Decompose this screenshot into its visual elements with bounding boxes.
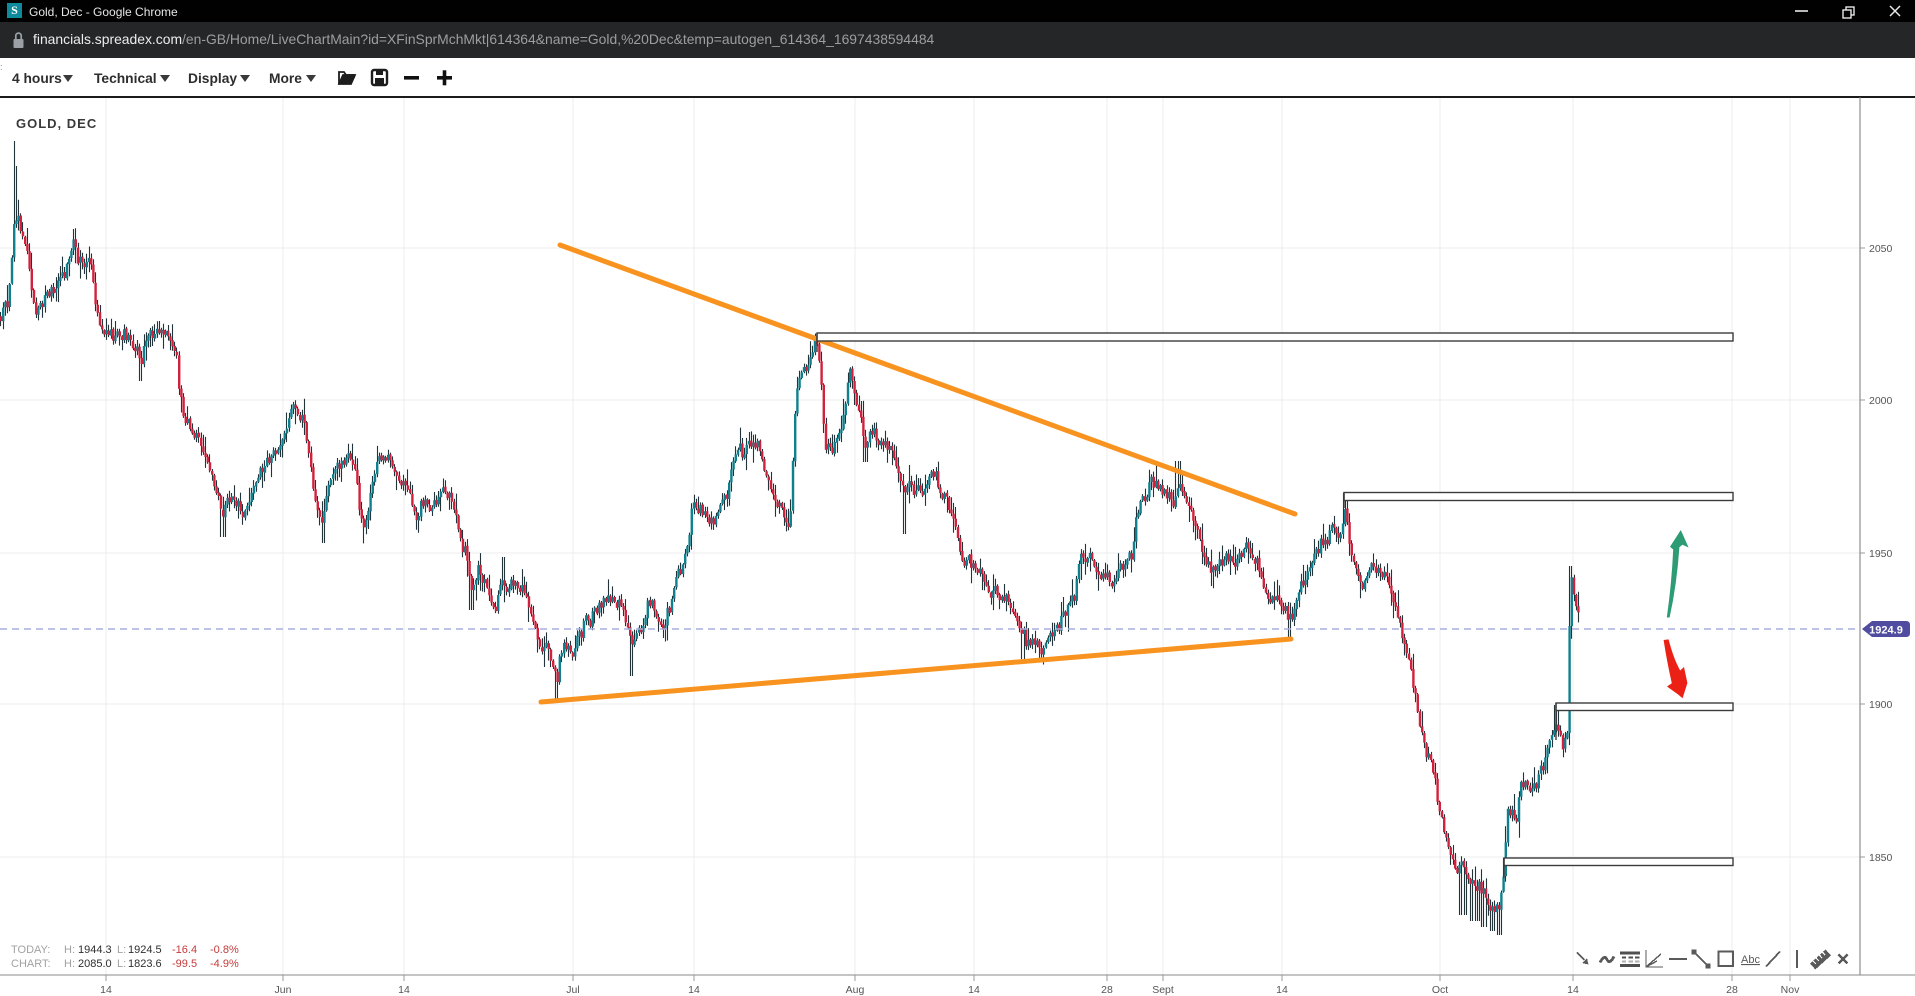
svg-text:1924.5: 1924.5 <box>128 944 162 956</box>
svg-text:14: 14 <box>968 984 980 996</box>
svg-text:1900: 1900 <box>1869 699 1893 711</box>
svg-text:L:: L: <box>117 958 126 970</box>
svg-text::: : <box>0 62 3 72</box>
svg-text:H:: H: <box>64 944 75 956</box>
svg-text:GOLD, DEC: GOLD, DEC <box>16 116 97 131</box>
svg-text:14: 14 <box>688 984 700 996</box>
svg-text:1924.9: 1924.9 <box>1869 625 1903 637</box>
svg-text:Jun: Jun <box>275 984 292 996</box>
svg-text:L:: L: <box>117 944 126 956</box>
svg-text:28: 28 <box>1726 984 1738 996</box>
svg-text:Oct: Oct <box>1432 984 1448 996</box>
svg-text:2050: 2050 <box>1869 243 1893 255</box>
svg-text:-16.4: -16.4 <box>172 944 197 956</box>
svg-text:14: 14 <box>1567 984 1579 996</box>
svg-text:H:: H: <box>64 958 75 970</box>
svg-text:1823.6: 1823.6 <box>128 958 162 970</box>
svg-text:2000: 2000 <box>1869 395 1893 407</box>
svg-text:Sept: Sept <box>1152 984 1174 996</box>
svg-text:Nov: Nov <box>1781 984 1800 996</box>
svg-text:1950: 1950 <box>1869 548 1893 560</box>
svg-text:2085.0: 2085.0 <box>78 958 112 970</box>
svg-text:TODAY:: TODAY: <box>11 944 50 956</box>
svg-text:28: 28 <box>1101 984 1113 996</box>
svg-text:14: 14 <box>1276 984 1288 996</box>
svg-text:-4.9%: -4.9% <box>210 958 239 970</box>
svg-text:Aug: Aug <box>846 984 865 996</box>
svg-text:Abc: Abc <box>1741 954 1760 966</box>
svg-text:Jul: Jul <box>566 984 579 996</box>
svg-text:CHART:: CHART: <box>11 958 51 970</box>
svg-text:14: 14 <box>100 984 112 996</box>
svg-text:1944.3: 1944.3 <box>78 944 112 956</box>
svg-text:-0.8%: -0.8% <box>210 944 239 956</box>
svg-text:1850: 1850 <box>1869 852 1893 864</box>
svg-text:-99.5: -99.5 <box>172 958 197 970</box>
svg-text:14: 14 <box>398 984 410 996</box>
